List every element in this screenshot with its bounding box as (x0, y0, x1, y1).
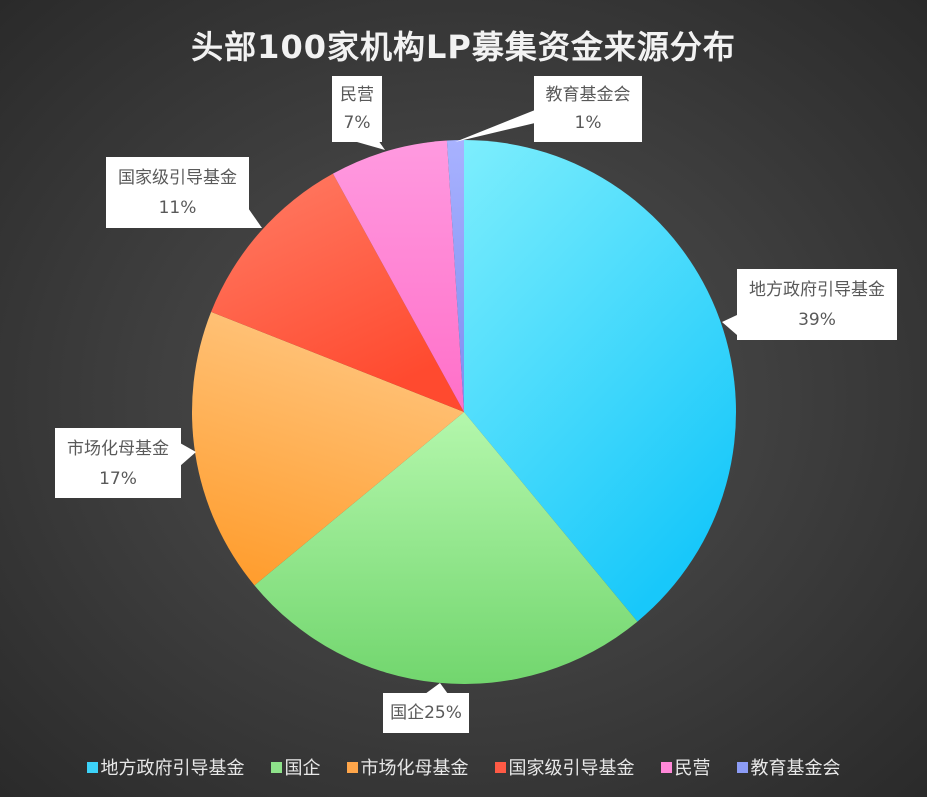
callout-pointer-sch (180, 443, 196, 466)
legend-swatch-icon (494, 761, 506, 773)
pie-slice-1[interactable] (254, 412, 638, 684)
label-name: 教育基金会 (545, 85, 631, 105)
label-name: 地方政府引导基金 (749, 280, 885, 300)
legend-label: 国家级引导基金 (508, 758, 635, 779)
legend-item-gjj[interactable]: 国家级引导基金 (494, 754, 635, 780)
legend-item-dfzf[interactable]: 地方政府引导基金 (86, 754, 245, 780)
legend-item-sch[interactable]: 市场化母基金 (346, 754, 469, 780)
label-percent: 1% (574, 113, 602, 133)
label-percent: 17% (99, 469, 137, 489)
callout-pointer-jy (455, 110, 535, 142)
data-label-my: 民营 7% (332, 76, 382, 142)
data-label-sch: 市场化母基金 17% (55, 428, 181, 498)
legend-swatch-icon (86, 761, 98, 773)
legend-item-my[interactable]: 民营 (660, 754, 711, 780)
label-text: 国企25% (390, 703, 462, 723)
pie-slice-2[interactable] (192, 311, 464, 586)
label-percent: 11% (158, 198, 197, 218)
data-label-gjj: 国家级引导基金 11% (106, 157, 249, 228)
callout-pointer-gq (425, 683, 448, 694)
legend-item-gq[interactable]: 国企 (270, 754, 321, 780)
legend-label: 教育基金会 (750, 758, 841, 779)
label-name: 民营 (340, 85, 374, 105)
legend-label: 地方政府引导基金 (100, 758, 245, 779)
legend-swatch-icon (736, 761, 748, 773)
data-label-jy: 教育基金会 1% (534, 76, 642, 142)
legend-label: 市场化母基金 (360, 758, 469, 779)
legend-label: 国企 (284, 758, 321, 779)
pie-slice-0[interactable] (464, 140, 736, 622)
legend-label: 民营 (674, 758, 711, 779)
legend-swatch-icon (346, 761, 358, 773)
chart-title: 头部100家机构LP募集资金来源分布 (191, 28, 736, 66)
pie-slice-3[interactable] (211, 173, 464, 412)
data-label-dfzf: 地方政府引导基金 39% (737, 269, 897, 340)
pie-slice-4[interactable] (332, 140, 464, 412)
callout-pointer-dfzf (722, 315, 737, 335)
legend-swatch-icon (660, 761, 672, 773)
legend-swatch-icon (270, 761, 282, 773)
legend: 地方政府引导基金 国企 市场化母基金 国家级引导基金 民营 教育基金会 (0, 754, 927, 780)
label-name: 市场化母基金 (67, 439, 169, 459)
pie-slice-5[interactable] (446, 140, 464, 412)
label-percent: 39% (798, 310, 836, 330)
data-label-gq: 国企25% (383, 693, 469, 733)
callout-pointer-gjj (246, 205, 262, 228)
legend-item-jy[interactable]: 教育基金会 (736, 754, 841, 780)
callout-pointer-my (350, 140, 385, 150)
label-percent: 7% (343, 113, 371, 133)
label-name: 国家级引导基金 (118, 168, 237, 188)
